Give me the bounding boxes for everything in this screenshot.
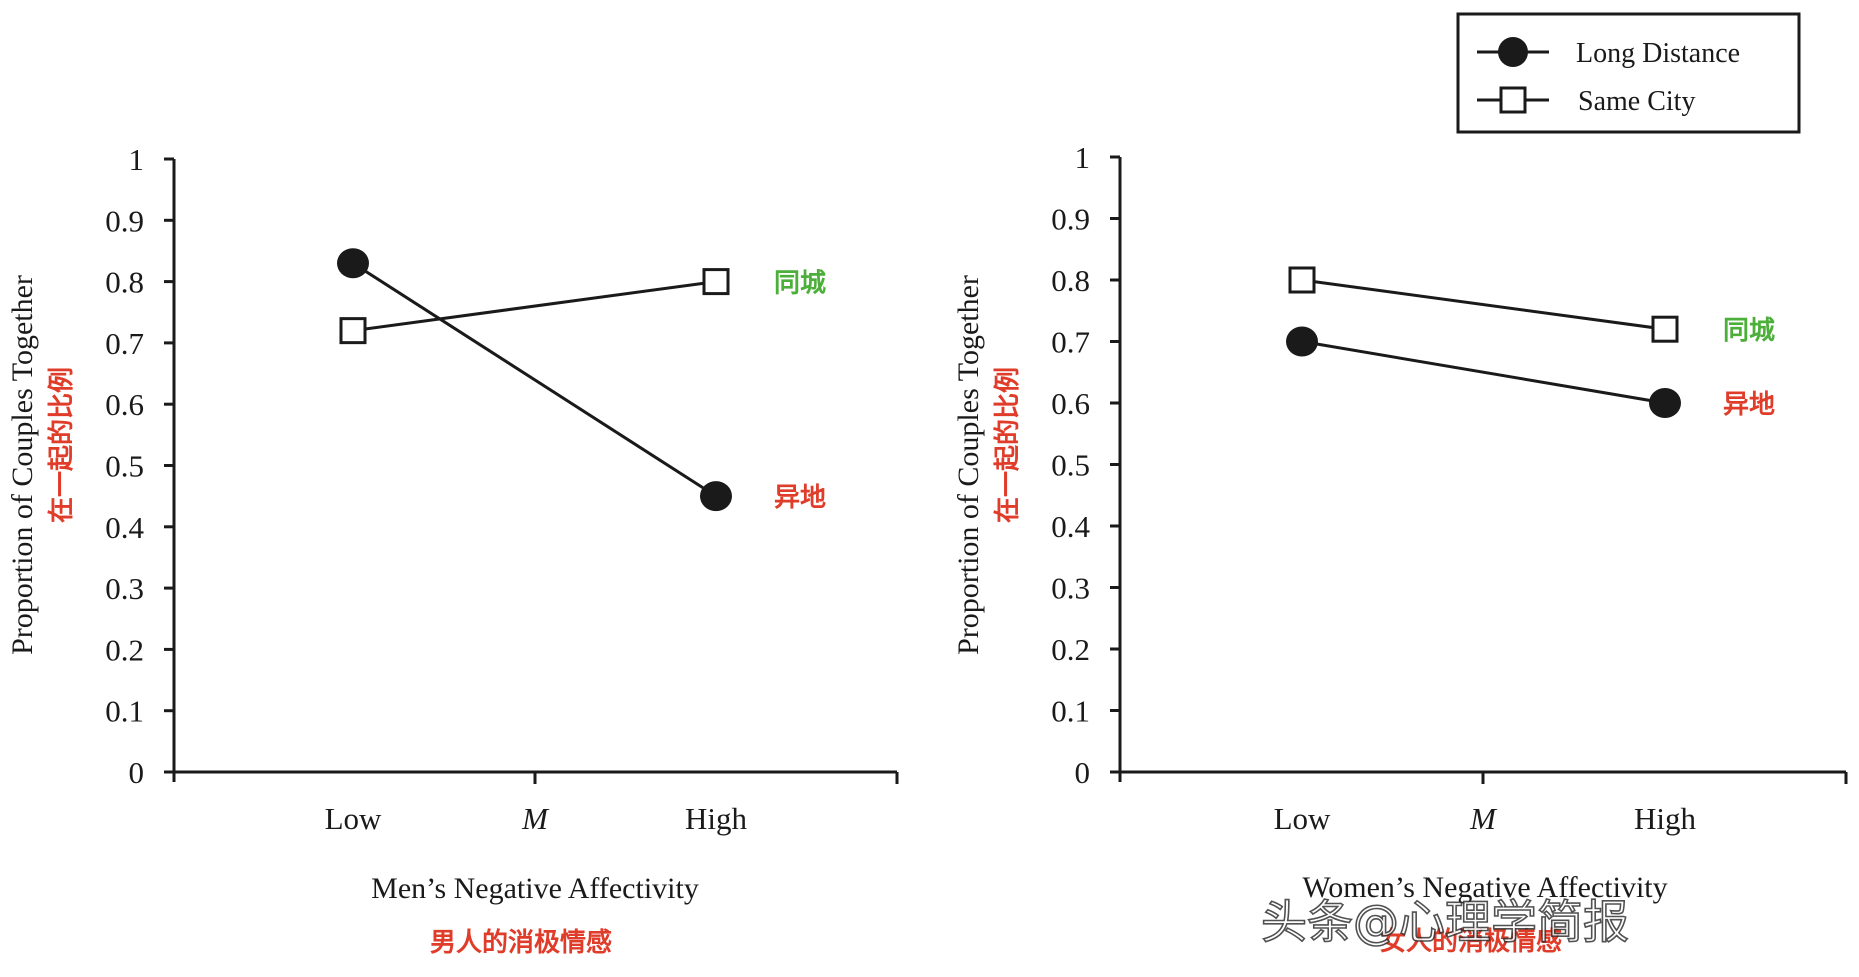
- x-tick-label: High: [685, 801, 748, 836]
- series-annotation: 异地: [774, 483, 826, 513]
- chart-women: 0 0.1 0.2 0.3 0.4 0.5 0.6 0.7 0.8 0.9 1 Low M High 异…: [952, 140, 1848, 957]
- y-axis-label-cn: 在一起的比例: [992, 367, 1023, 523]
- series-annotation: 同城: [1723, 316, 1775, 346]
- y-tick-label: 0.5: [105, 449, 144, 484]
- y-tick-label: 0.1: [1051, 694, 1090, 729]
- chart-men: 0 0.1 0.2 0.3 0.4 0.5 0.6 0.7 0.8 0.9 1 Low M High 异…: [6, 142, 899, 958]
- series-line-same-city: [1301, 278, 1666, 331]
- y-tick-label: 0: [129, 755, 145, 790]
- y-tick-label: 0.8: [1051, 263, 1090, 298]
- x-axis-ticks: Low M High: [325, 772, 899, 836]
- y-tick-label: 0.1: [105, 694, 144, 729]
- x-tick-label: High: [1634, 801, 1697, 836]
- y-tick-label: 0.7: [105, 326, 144, 361]
- data-point-long-distance: [1286, 326, 1318, 357]
- data-point-long-distance: [337, 248, 369, 279]
- x-axis-label-cn: 男人的消极情感: [430, 927, 612, 958]
- y-axis-label: Proportion of Couples Together: [952, 275, 985, 655]
- y-tick-label: 0.4: [105, 510, 144, 545]
- y-tick-label: 0.2: [1051, 632, 1090, 667]
- y-axis-ticks: 0 0.1 0.2 0.3 0.4 0.5 0.6 0.7 0.8 0.9 1: [1051, 140, 1120, 790]
- legend-label-same-city: Same City: [1578, 86, 1695, 117]
- series-annotation: 同城: [774, 269, 826, 299]
- y-tick-label: 0.3: [105, 571, 144, 606]
- legend: Long Distance Same City: [1456, 12, 1801, 134]
- x-axis-ticks: Low M High: [1274, 772, 1848, 836]
- series-line-long-distance: [1301, 340, 1666, 405]
- series-line-same-city: [352, 280, 717, 333]
- x-axis-label-cn: 女人的消极情感: [1380, 926, 1562, 957]
- y-tick-label: 0.7: [1051, 325, 1090, 360]
- x-tick-label: M: [1469, 801, 1498, 836]
- x-axis-label: Women’s Negative Affectivity: [1302, 871, 1667, 904]
- data-point-same-city: [339, 317, 367, 345]
- legend-marker-same-city: [1499, 86, 1527, 114]
- x-axis-label: Men’s Negative Affectivity: [371, 872, 699, 905]
- series-annotation: 异地: [1723, 390, 1775, 420]
- data-point-long-distance: [1649, 388, 1681, 418]
- legend-marker-long-distance: [1498, 37, 1528, 67]
- legend-label-long-distance: Long Distance: [1576, 38, 1740, 69]
- y-tick-label: 0.4: [1051, 509, 1090, 544]
- data-point-long-distance: [700, 481, 732, 512]
- series-line-long-distance: [352, 261, 717, 498]
- y-axis-label: Proportion of Couples Together: [6, 275, 39, 655]
- y-axis-label-cn: 在一起的比例: [46, 367, 77, 523]
- y-tick-label: 0.6: [1051, 386, 1090, 421]
- data-point-same-city: [1651, 315, 1679, 343]
- watermark-text: 头条@心理学简报: [1261, 895, 1629, 949]
- y-tick-label: 0.8: [105, 265, 144, 300]
- y-tick-label: 0.2: [105, 632, 144, 667]
- y-tick-label: 0.6: [105, 387, 144, 422]
- x-tick-label: Low: [325, 801, 382, 836]
- y-axis-ticks: 0 0.1 0.2 0.3 0.4 0.5 0.6 0.7 0.8 0.9 1: [105, 142, 174, 790]
- x-tick-label: M: [521, 801, 550, 836]
- y-tick-label: 0.9: [105, 203, 144, 238]
- data-point-same-city: [702, 268, 730, 296]
- y-tick-label: 1: [1075, 140, 1091, 175]
- y-tick-label: 0: [1075, 755, 1091, 790]
- y-tick-label: 1: [129, 142, 145, 177]
- data-point-same-city: [1288, 266, 1316, 294]
- y-tick-label: 0.9: [1051, 202, 1090, 237]
- y-tick-label: 0.3: [1051, 571, 1090, 606]
- y-tick-label: 0.5: [1051, 448, 1090, 483]
- x-tick-label: Low: [1274, 801, 1331, 836]
